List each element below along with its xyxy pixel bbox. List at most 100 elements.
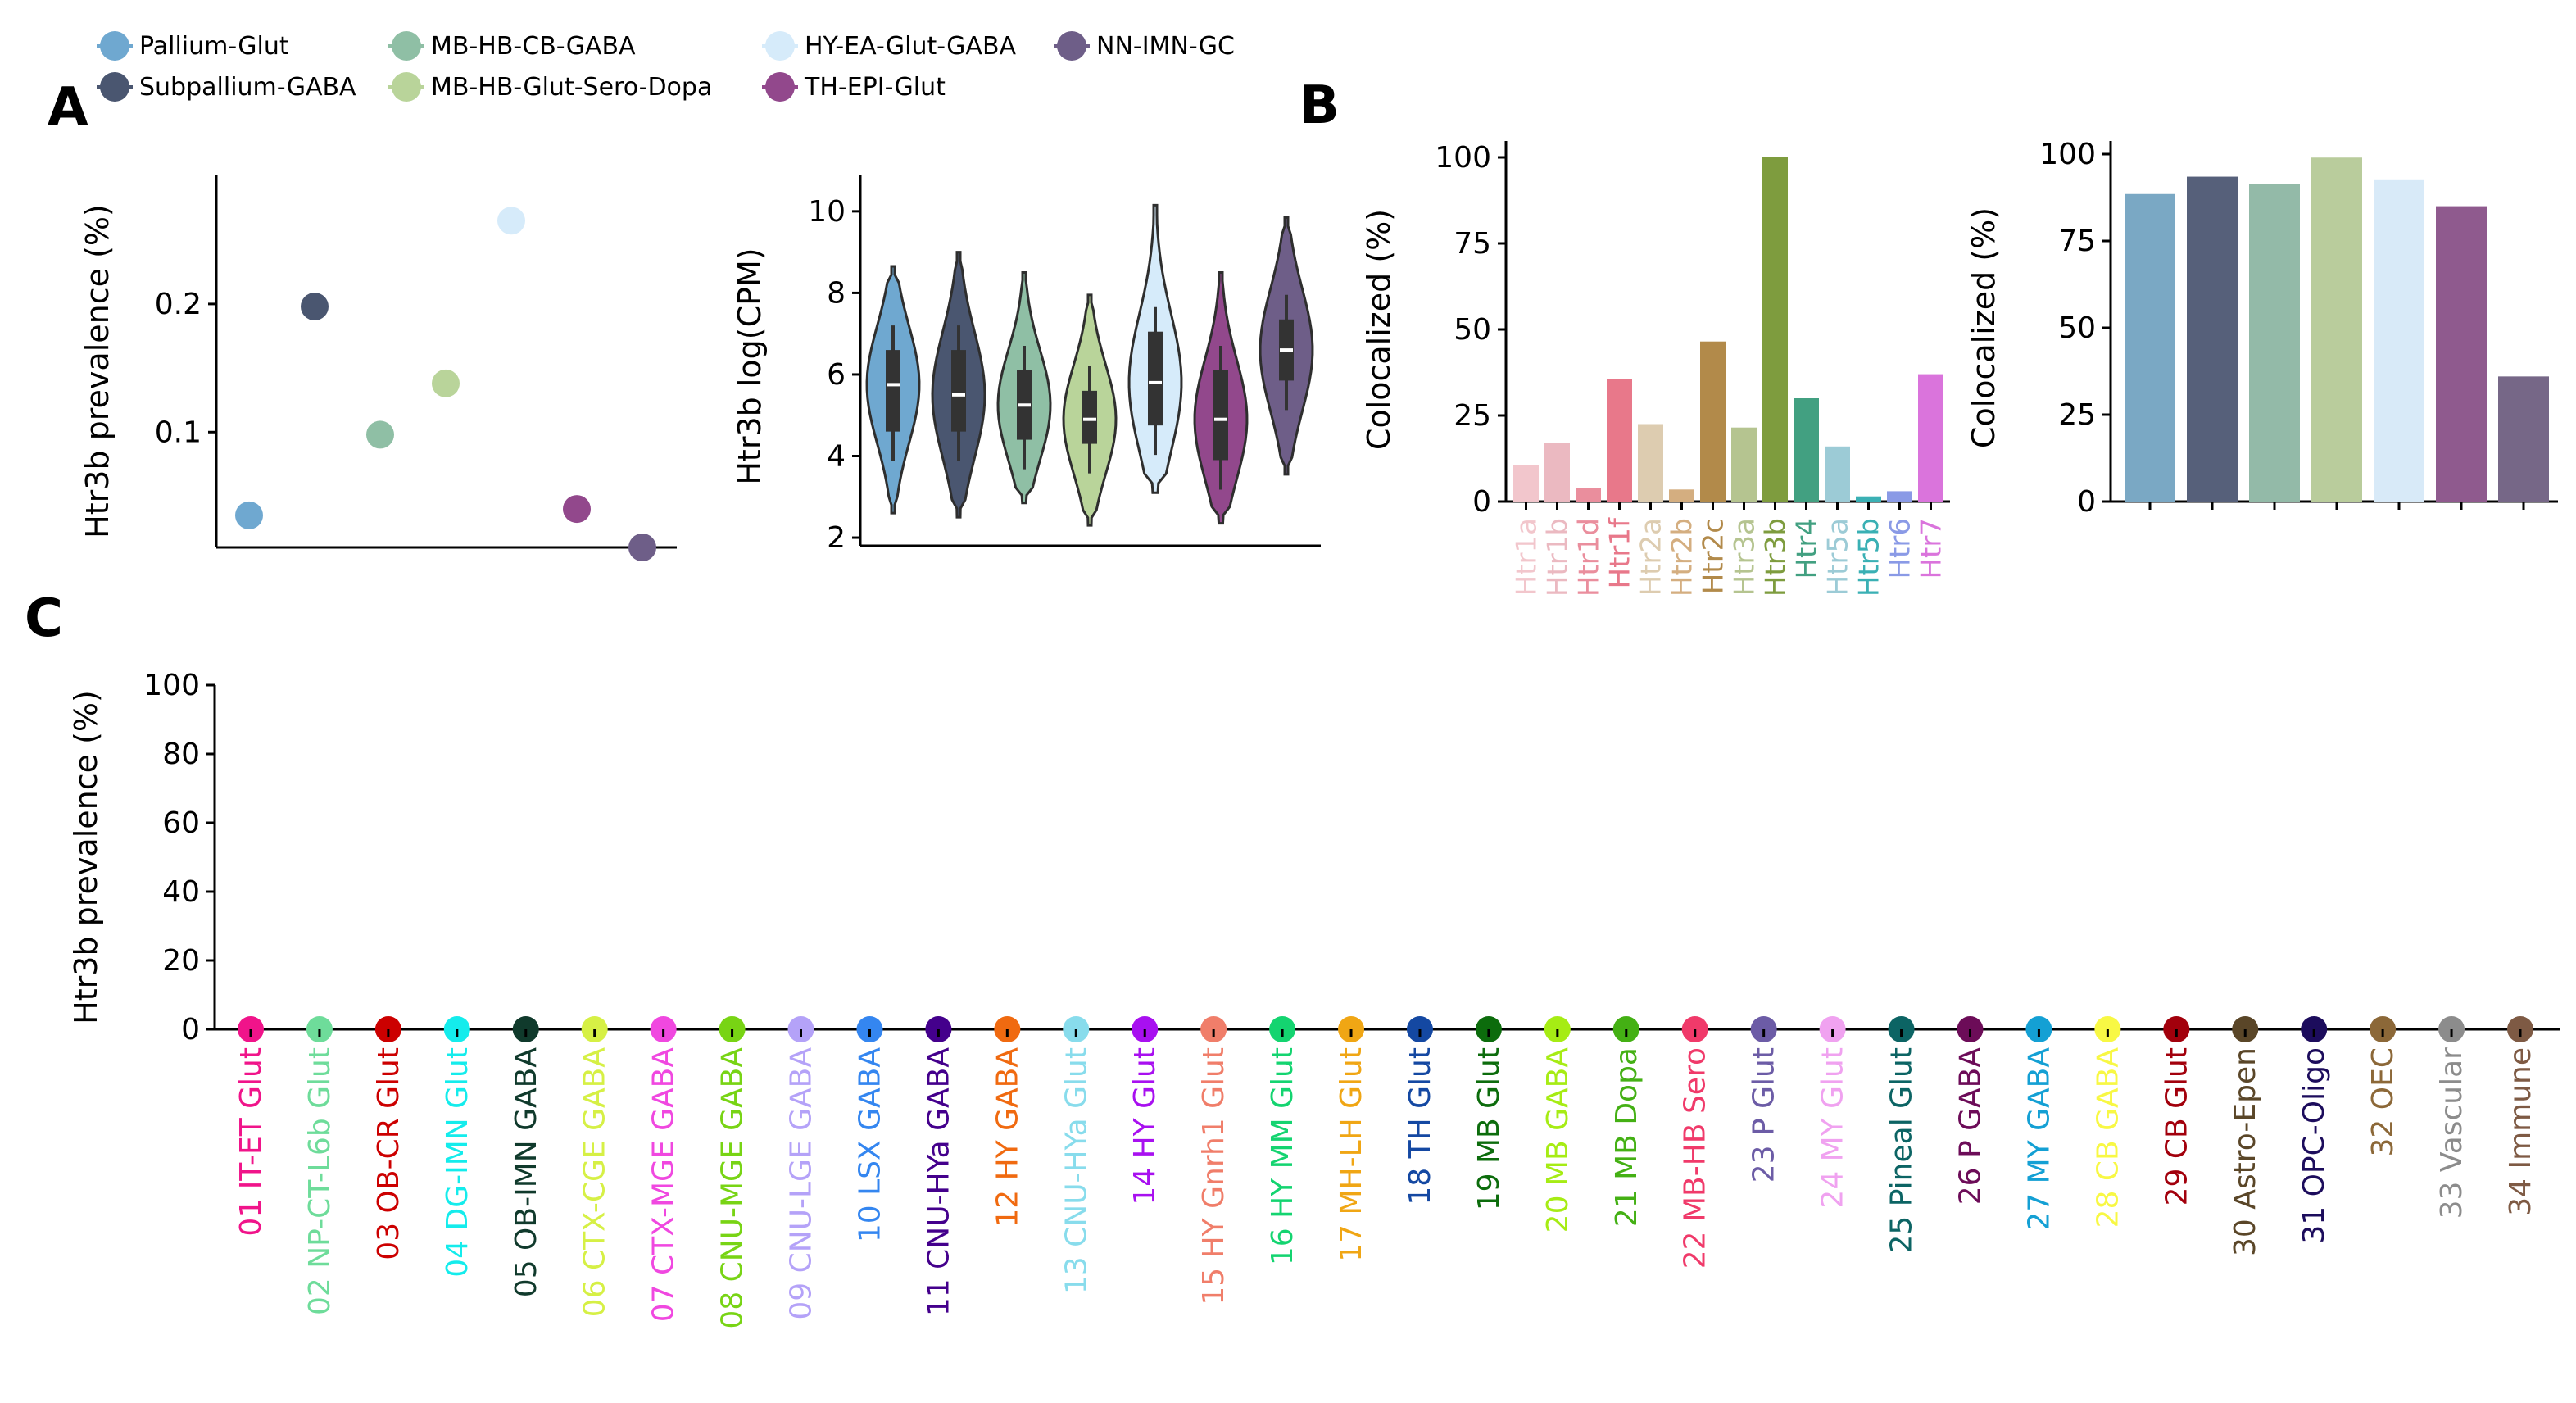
panel-label-a: A (48, 77, 88, 138)
y-axis-label: Htr3b prevalence (%) (79, 204, 116, 538)
receptor-colocalization-bar-chart: 0 25 50 75 100 Colocalized (%) Htr1aHtr1bHtr1d… (1361, 141, 1950, 597)
x-tick-label: Htr6 (1884, 518, 1917, 579)
bar (1607, 379, 1632, 502)
legend-swatch-marker (392, 31, 421, 61)
y-tick-label: 100 (143, 669, 200, 702)
x-tick-label: 08 CNU-MGE GABA (716, 1047, 750, 1329)
bar (2436, 206, 2487, 502)
x-tick-label: Htr5a (1822, 518, 1855, 596)
x-tick-label: 25 Pineal Glut (1885, 1047, 1919, 1253)
bar (1887, 491, 1912, 502)
x-tick-label: Htr1d (1573, 518, 1606, 597)
x-tick-label: 28 CB GABA (2091, 1047, 2125, 1228)
y-tick-label: 4 (827, 440, 846, 474)
y-tick-label: 6 (827, 358, 846, 392)
x-tick-label: 29 CB Glut (2160, 1047, 2193, 1205)
violin-box (1213, 370, 1228, 461)
subclass-prevalence-chart: 0 20 40 60 80 100 Htr3b prevalence (%) 01 IT-ET… (68, 669, 2560, 1329)
x-tick-label: Htr2b (1667, 518, 1699, 597)
x-tick-label: Htr3b (1760, 518, 1793, 597)
x-tick-label: 17 MH-LH Glut (1335, 1047, 1368, 1262)
legend-label: TH-EPI-Glut (804, 73, 946, 102)
x-tick-label: 32 OEC (2366, 1047, 2400, 1156)
y-tick-label: 80 (162, 738, 200, 771)
panel-label-b: B (1299, 75, 1340, 136)
bar (1856, 496, 1881, 502)
y-tick-label: 2 (827, 521, 846, 555)
y-tick-label: 0 (1472, 485, 1491, 519)
legend-label: MB-HB-Glut-Sero-Dopa (431, 73, 712, 102)
x-tick-label: 22 MB-HB Sero (1679, 1047, 1712, 1269)
x-tick-label: 27 MY GABA (2022, 1047, 2056, 1231)
y-tick-label: 75 (2058, 225, 2096, 258)
x-tick-label: Htr1b (1542, 518, 1575, 597)
bar (2125, 193, 2175, 502)
log-cpm-violin-chart: 2 4 6 8 10 Htr3b log(CPM) (732, 175, 1321, 555)
scatter-point (432, 369, 460, 397)
bar (1918, 374, 1943, 502)
x-tick-label: 34 Immune (2504, 1047, 2537, 1216)
y-tick-label: 100 (2039, 138, 2096, 171)
x-tick-label: 04 DG-IMN Glut (441, 1047, 474, 1278)
x-tick-label: 18 TH Glut (1404, 1047, 1437, 1205)
y-tick-label: 60 (162, 806, 200, 840)
x-tick-label: 07 CTX-MGE GABA (647, 1047, 681, 1323)
x-tick-label: 24 MY Glut (1816, 1047, 1850, 1209)
x-tick-label: 11 CNU-HYa GABA (922, 1047, 955, 1316)
x-tick-label: 12 HY GABA (991, 1047, 1024, 1228)
x-tick-label: Htr7 (1916, 518, 1948, 579)
bar (2374, 179, 2424, 502)
class-colocalization-bar-chart: 0 25 50 75 100 Colocalized (%) (1966, 138, 2558, 519)
scatter-point (301, 293, 329, 321)
x-tick-label: 13 CNU-HYa Glut (1059, 1047, 1093, 1294)
legend-label: MB-HB-CB-GABA (431, 32, 636, 61)
bar (1669, 489, 1694, 502)
y-axis-label: Htr3b log(CPM) (732, 247, 768, 484)
bar (1762, 157, 1788, 502)
x-tick-label: Htr2c (1698, 518, 1730, 594)
y-tick-label: 75 (1454, 227, 1491, 261)
y-tick-label: 25 (1454, 399, 1491, 433)
legend-swatch-marker (765, 72, 795, 102)
bar (1731, 427, 1757, 502)
y-tick-label: 100 (1435, 141, 1491, 175)
legend-swatch-marker (100, 31, 129, 61)
y-tick-label: 50 (2058, 311, 2096, 345)
x-tick-label: 03 OB-CR Glut (372, 1047, 406, 1260)
bar (1544, 443, 1570, 502)
x-tick-label: 02 NP-CT-L6b Glut (303, 1047, 337, 1315)
y-tick-label: 40 (162, 875, 200, 909)
legend-swatch-marker (765, 31, 795, 61)
scatter-point (628, 534, 656, 561)
x-tick-label: 10 LSX GABA (853, 1047, 887, 1242)
bar (1700, 341, 1726, 502)
bar (2498, 376, 2549, 502)
x-tick-label: Htr1a (1511, 518, 1544, 596)
x-tick-label: 30 Astro-Epen (2229, 1047, 2262, 1256)
bar (1825, 446, 1850, 502)
bar (2249, 184, 2300, 502)
legend-label: NN-IMN-GC (1096, 32, 1235, 61)
x-tick-label: Htr3a (1729, 518, 1762, 596)
legend-swatch-marker (100, 72, 129, 102)
legend: Pallium-Glut Subpallium-GABA MB-HB-CB-GABA… (97, 31, 1235, 102)
y-tick-label: 20 (162, 944, 200, 978)
bar (1576, 488, 1601, 502)
y-tick-label: 0 (2077, 485, 2096, 519)
y-tick-label: 0 (181, 1013, 200, 1047)
y-axis-label: Colocalized (%) (1361, 209, 1397, 450)
x-tick-label: 05 OB-IMN GABA (510, 1047, 543, 1298)
bar (2187, 176, 2238, 502)
violin-box (1082, 390, 1097, 444)
violin-box (951, 350, 966, 432)
y-tick-label: 8 (827, 276, 846, 310)
violin-box (1148, 331, 1163, 426)
x-tick-label: 19 MB Glut (1472, 1047, 1506, 1210)
x-tick-label: 01 IT-ET Glut (234, 1047, 268, 1237)
bar (1513, 465, 1539, 502)
x-tick-label: 16 HY MM Glut (1266, 1047, 1299, 1265)
scatter-point (235, 501, 263, 529)
x-tick-label: 09 CNU-LGE GABA (785, 1047, 819, 1320)
x-tick-label: 31 OPC-Oligo (2297, 1047, 2331, 1244)
